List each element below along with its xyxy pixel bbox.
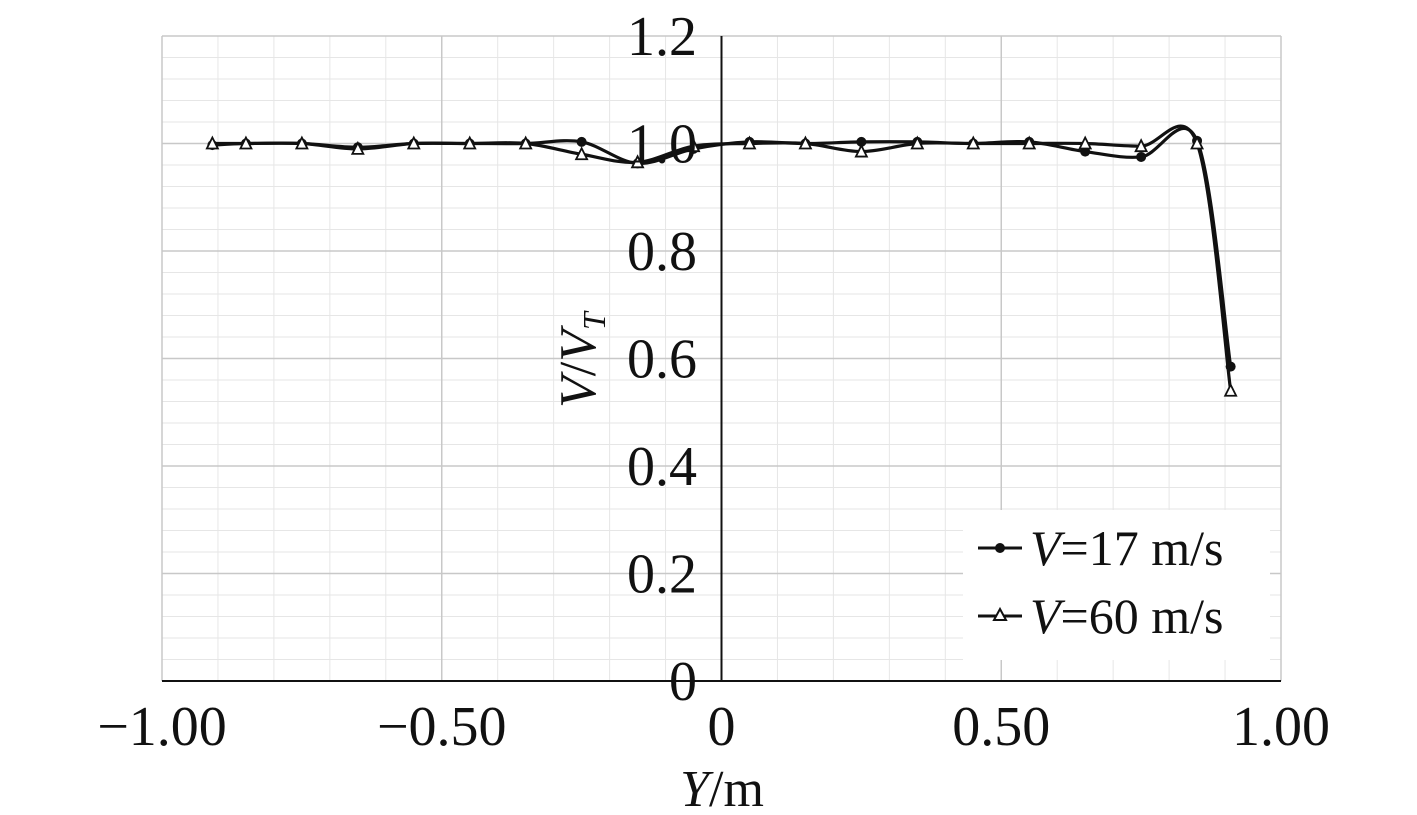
data-point	[205, 135, 220, 150]
x-tick-label: −1.00	[97, 696, 227, 758]
x-tick-label: −0.50	[377, 696, 507, 758]
data-point	[576, 136, 587, 147]
y-tick-label: 1.0	[627, 114, 697, 176]
y-axis-label: V/VT	[550, 310, 612, 408]
data-point	[1190, 135, 1205, 150]
legend: V=17 m/s V=60 m/s	[963, 510, 1270, 660]
data-point	[966, 135, 981, 150]
data-point	[742, 135, 757, 150]
legend-marker-2	[992, 606, 1008, 621]
tick-labels: −1.00 −0.50 0 0.50 1.00 0 0.2 0.4 0.6 0.8 1.0 1.2	[97, 6, 1330, 758]
data-point	[856, 136, 867, 147]
legend-item-1: V=17 m/s	[978, 520, 1224, 576]
legend-label-1: V=17 m/s	[1030, 520, 1224, 576]
data-point	[350, 140, 365, 155]
x-tick-label: 0.50	[952, 696, 1050, 758]
y-tick-label: 1.2	[627, 6, 697, 68]
y-tick-label: 0.6	[627, 329, 697, 391]
data-point	[630, 154, 645, 169]
data-point	[574, 146, 589, 161]
data-point	[462, 135, 477, 150]
y-tick-label: 0.2	[627, 544, 697, 606]
data-point	[238, 135, 253, 150]
data-point	[686, 138, 701, 153]
series-group	[205, 124, 1238, 397]
x-axis-label: Y/m	[680, 761, 764, 815]
y-tick-label: 0.8	[627, 221, 697, 283]
y-tick-label: 0	[669, 651, 697, 713]
x-tick-label: 0	[708, 696, 736, 758]
data-point	[854, 143, 869, 158]
x-tick-label: 1.00	[1232, 696, 1330, 758]
data-point	[294, 135, 309, 150]
data-point	[910, 135, 925, 150]
y-tick-label: 0.4	[627, 436, 697, 498]
legend-box	[963, 510, 1270, 660]
data-point	[798, 135, 813, 150]
data-point	[1134, 138, 1149, 153]
data-point	[1136, 151, 1147, 162]
data-point	[518, 135, 533, 150]
data-point	[1078, 135, 1093, 150]
data-point	[1223, 382, 1238, 397]
legend-item-2: V=60 m/s	[978, 588, 1224, 644]
legend-label-2: V=60 m/s	[1030, 588, 1224, 644]
data-point	[406, 135, 421, 150]
data-point	[1022, 135, 1037, 150]
legend-marker-1	[995, 543, 1005, 553]
